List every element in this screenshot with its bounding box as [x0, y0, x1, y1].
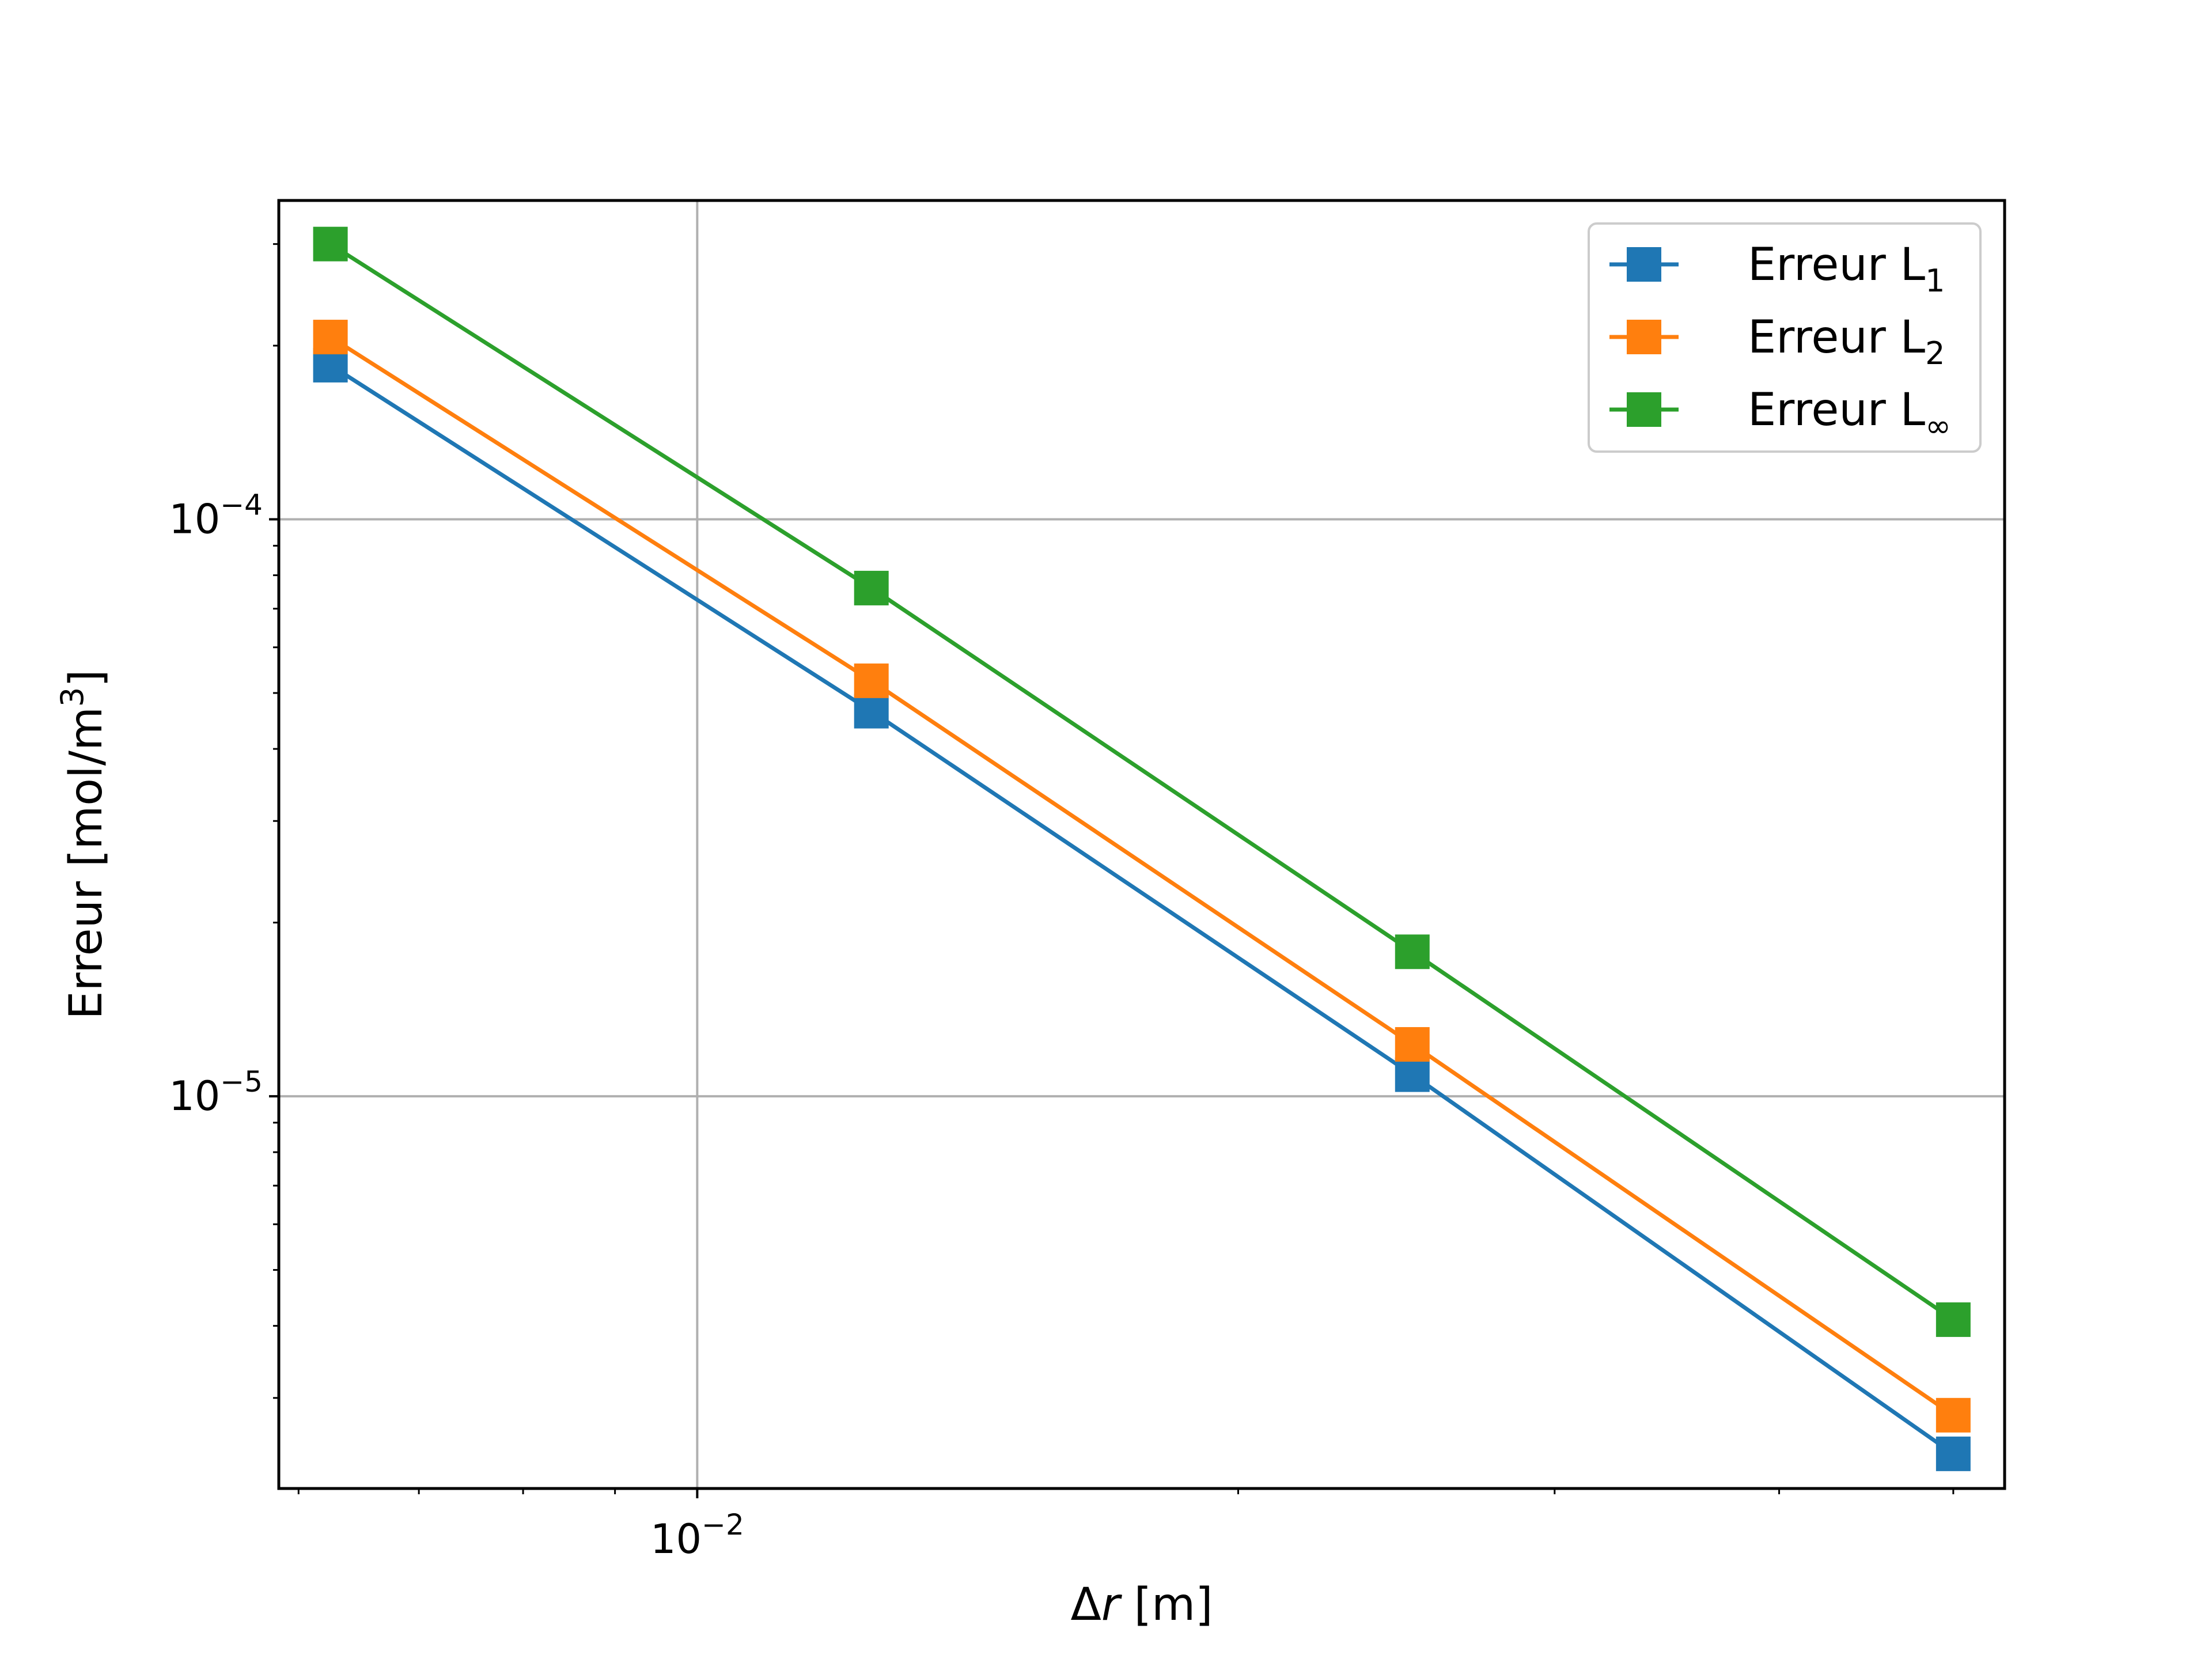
series-line: [329, 363, 1955, 1456]
y-tick-label: 10−4: [169, 488, 263, 543]
data-point: [854, 694, 889, 729]
legend-label: Erreur L1: [1748, 239, 1945, 299]
data-point: [1395, 1027, 1430, 1062]
legend-marker: [1627, 392, 1661, 427]
data-point: [1395, 934, 1430, 969]
legend-entry: Erreur L∞: [1609, 384, 1951, 444]
x-axis-label: Δr [m]: [1070, 1579, 1213, 1631]
legend-entry: Erreur L1: [1609, 239, 1945, 299]
series-line: [329, 242, 1955, 1321]
legend-marker: [1627, 320, 1661, 354]
data-point: [1936, 1302, 1971, 1337]
data-point: [313, 320, 348, 355]
series-2: [313, 320, 1971, 1433]
data-point: [313, 226, 348, 262]
ticks: 10−2 10−4 10−5: [169, 243, 1955, 1563]
legend-marker: [1627, 247, 1661, 282]
legend-label: Erreur L∞: [1748, 384, 1951, 444]
series-line: [329, 335, 1955, 1417]
data-point: [1936, 1397, 1971, 1433]
data-point: [854, 663, 889, 698]
legend: Erreur L1 Erreur L2 Erreur L∞: [1588, 222, 1982, 453]
series-3: [313, 226, 1971, 1337]
x-tick-label: 10−2: [650, 1508, 744, 1563]
series-group: [313, 226, 1971, 1471]
axes-frame: [277, 199, 2006, 1490]
legend-box: [1588, 222, 1982, 453]
series-1: [313, 347, 1971, 1471]
data-point: [854, 570, 889, 605]
y-tick-label: 10−5: [169, 1065, 263, 1120]
legend-label: Erreur L2: [1748, 312, 1945, 372]
legend-entry: Erreur L2: [1609, 312, 1945, 372]
data-point: [1395, 1057, 1430, 1092]
y-axis-label: Erreur [mol/m3]: [54, 669, 112, 1019]
data-point: [1936, 1436, 1971, 1471]
grid: [279, 200, 2005, 1488]
